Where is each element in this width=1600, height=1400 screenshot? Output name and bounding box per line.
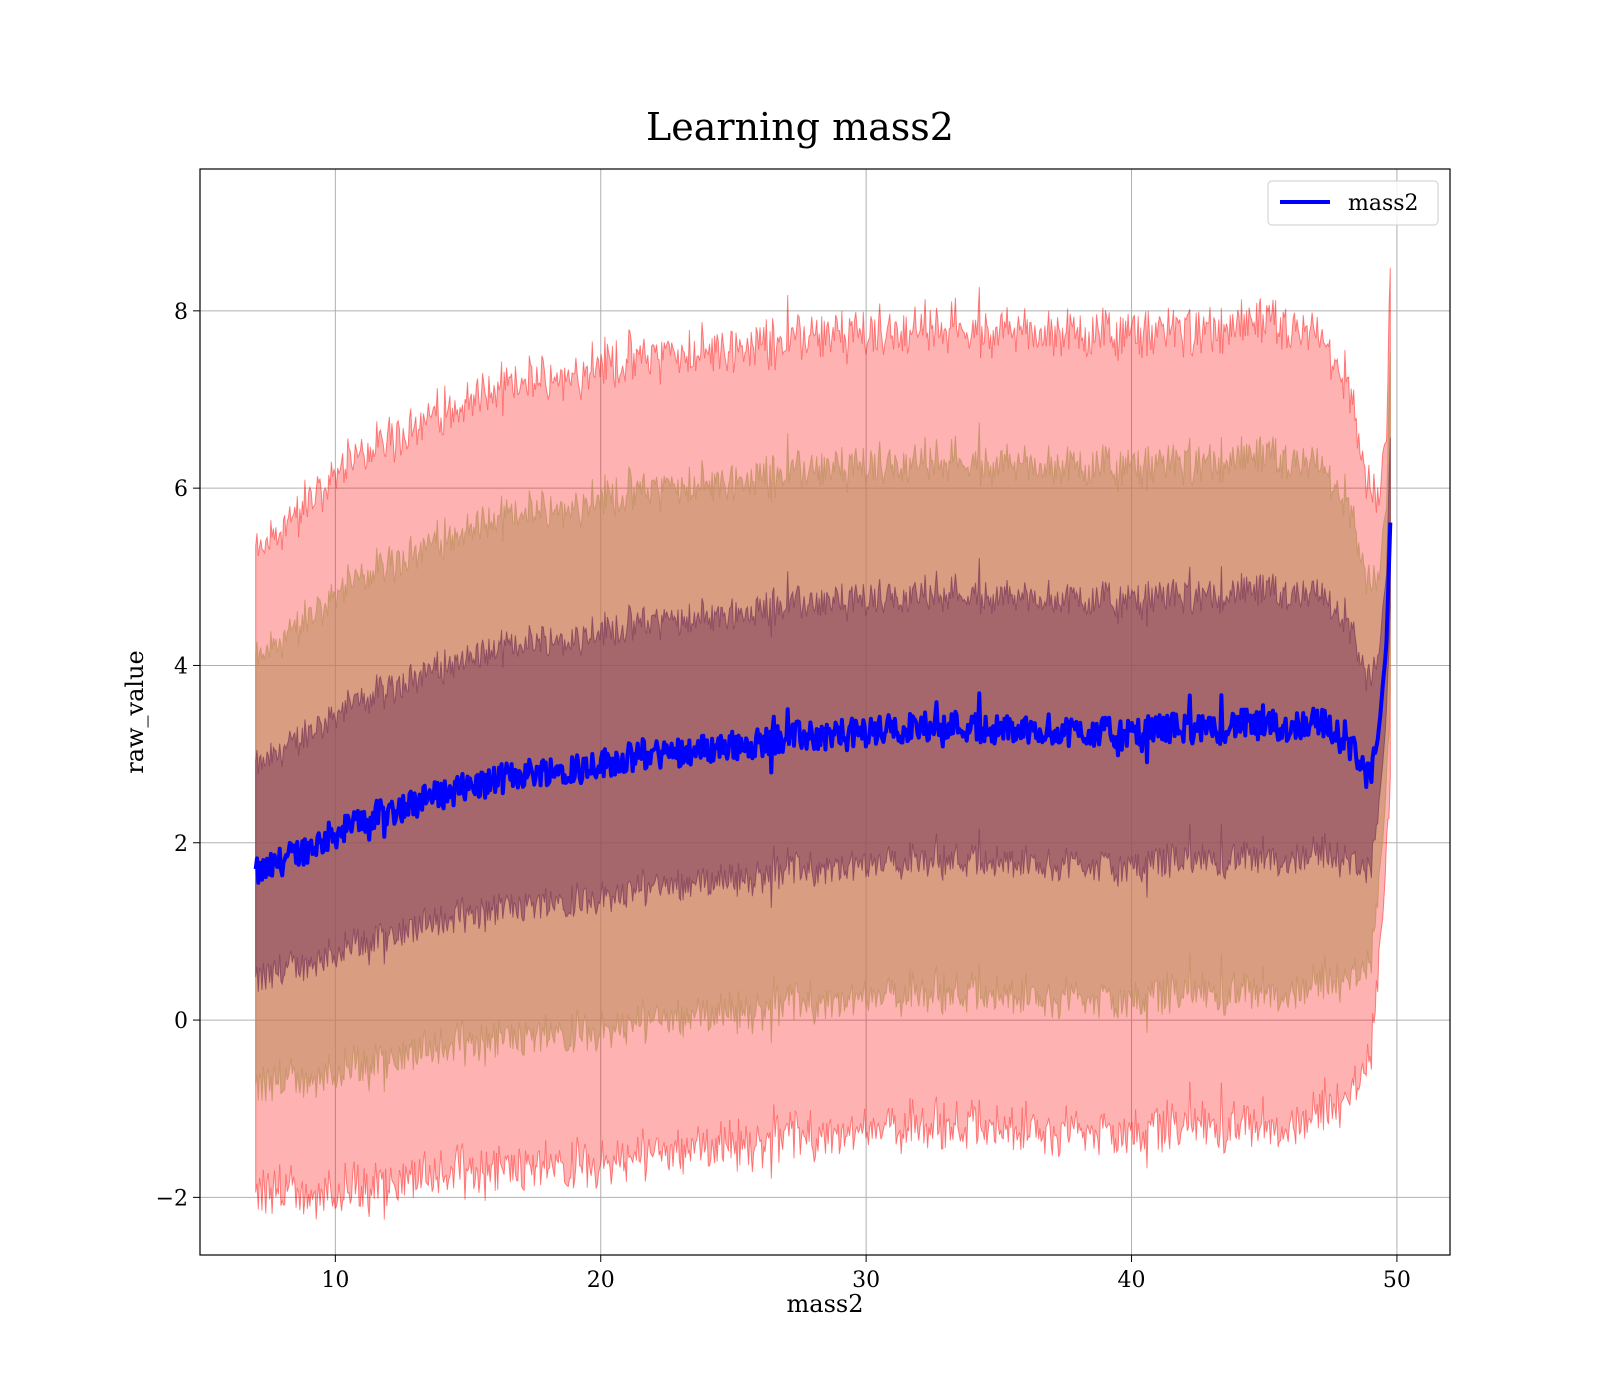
series-lines [253,522,1393,885]
x-tick-label-30: 30 [852,1268,880,1293]
y-tick-label--2: −2 [156,1186,188,1211]
x-axis-label: mass2 [787,1290,864,1318]
y-tick-label-4: 4 [174,654,188,679]
x-tick-label-40: 40 [1118,1268,1146,1293]
x-tick-label-50: 50 [1383,1268,1411,1293]
x-tick-label-20: 20 [587,1268,615,1293]
legend: mass2 [1267,180,1439,226]
plot-area-frame [199,168,1451,1256]
legend-box [1267,180,1439,226]
y-tick-label-8: 8 [174,300,188,325]
y-tick-label-6: 6 [174,477,188,502]
axis-ticks: 10 20 30 40 50 −2 0 2 4 6 8 [156,300,1411,1293]
y-axis-label: raw_value [121,650,149,774]
legend-label-mass2: mass2 [1348,191,1419,216]
series-line-mass2 [253,522,1393,885]
x-tick-label-10: 10 [321,1268,349,1293]
y-tick-label-0: 0 [174,1009,188,1034]
y-tick-label-2: 2 [174,832,188,857]
chart-title: Learning mass2 [646,105,954,149]
band-1-sigma [255,437,1391,992]
